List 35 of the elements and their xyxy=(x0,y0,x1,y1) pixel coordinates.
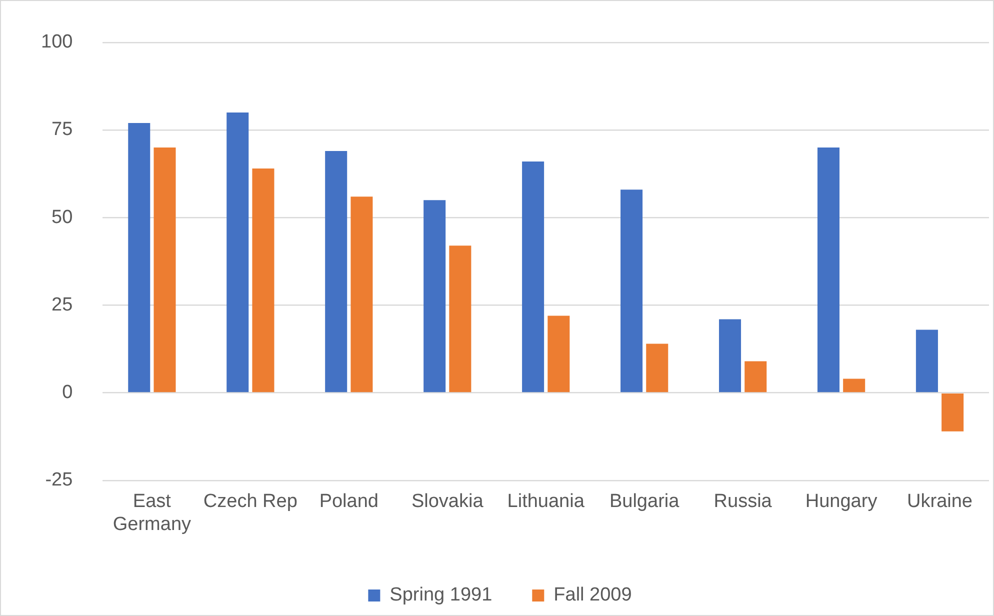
x-tick-label: Czech Rep xyxy=(203,491,298,512)
x-tick-label: Bulgaria xyxy=(609,491,680,512)
x-tick-label: Poland xyxy=(319,491,378,512)
x-tick-label: Lithuania xyxy=(507,491,585,512)
x-tick-label: East Germany xyxy=(112,491,192,535)
y-tick-label: 50 xyxy=(52,206,73,228)
bar xyxy=(325,151,348,392)
bar xyxy=(128,122,150,392)
legend-label: Spring 1991 xyxy=(390,584,492,606)
bar xyxy=(252,168,274,392)
bar xyxy=(350,196,373,392)
y-tick-label: 100 xyxy=(41,32,73,53)
bar xyxy=(718,319,742,392)
bar xyxy=(843,378,866,392)
bar xyxy=(522,162,544,392)
x-tick-label: Ukraine xyxy=(907,491,973,512)
bar xyxy=(154,148,176,392)
bar xyxy=(817,148,840,392)
bar xyxy=(548,316,570,392)
y-tick-label: 75 xyxy=(52,119,73,140)
bar xyxy=(646,344,668,392)
y-tick-label: 0 xyxy=(62,382,73,404)
y-tick-label: -25 xyxy=(45,470,73,491)
bar xyxy=(916,330,938,392)
bar xyxy=(449,246,472,392)
legend-label: Fall 2009 xyxy=(554,584,632,606)
bar xyxy=(620,190,643,392)
x-tick-label: Russia xyxy=(714,491,772,512)
bar xyxy=(226,112,249,392)
y-tick-label: 25 xyxy=(52,294,73,316)
x-tick-label: Hungary xyxy=(805,491,878,512)
bar xyxy=(424,200,446,392)
x-tick-label: Slovakia xyxy=(411,491,484,512)
bar xyxy=(744,361,767,392)
bar xyxy=(942,393,964,432)
